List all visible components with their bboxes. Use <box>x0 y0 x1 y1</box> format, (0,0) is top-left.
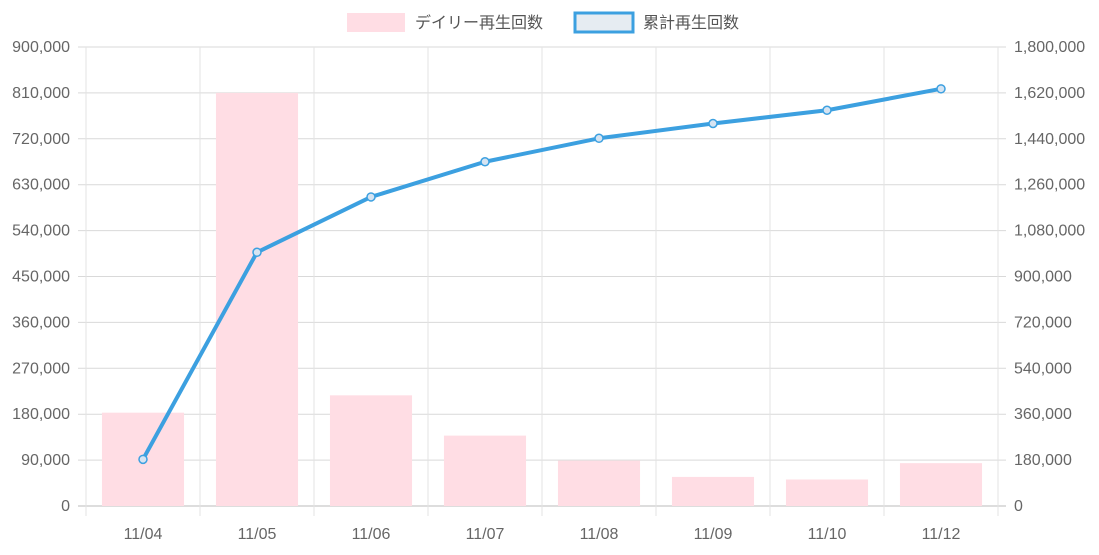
line-series <box>138 84 946 465</box>
x-tick-label: 11/12 <box>922 526 961 543</box>
legend-item-cumulative[interactable]: 累計再生回数 <box>573 11 739 34</box>
point-11/06[interactable] <box>366 192 376 202</box>
x-tick-label: 11/07 <box>466 526 505 543</box>
point-11/09[interactable] <box>708 118 718 129</box>
y-right-tick-label: 1,800,000 <box>1014 39 1085 56</box>
legend: デイリー再生回数 累計再生回数 <box>347 11 739 34</box>
y-left-tick-label: 270,000 <box>12 360 70 377</box>
y-right-tick-label: 360,000 <box>1014 406 1072 423</box>
x-tick-label: 11/08 <box>580 526 619 543</box>
y-left-tick-label: 900,000 <box>12 39 70 56</box>
y-left-tick-label: 180,000 <box>12 406 70 423</box>
y-left-tick-label: 630,000 <box>12 177 70 194</box>
x-tick-label: 11/05 <box>238 526 277 543</box>
bar-11/09[interactable] <box>671 476 755 506</box>
bar-series <box>101 92 983 507</box>
y-left-tick-label: 90,000 <box>21 452 70 469</box>
point-11/12[interactable] <box>936 84 946 94</box>
y-left-tick-label: 540,000 <box>12 223 70 240</box>
y-axis-left: 0 90,000 180,000 270,000 360,000 450,000 540,0… <box>12 39 70 515</box>
point-11/10[interactable] <box>822 105 832 115</box>
y-left-tick-label: 360,000 <box>12 314 70 331</box>
y-right-tick-label: 720,000 <box>1014 314 1072 331</box>
bar-11/06[interactable] <box>329 395 413 506</box>
bar-11/08[interactable] <box>557 460 641 506</box>
x-tick-label: 11/10 <box>808 526 847 543</box>
y-right-tick-label: 1,620,000 <box>1014 85 1085 102</box>
legend-swatch-daily <box>347 13 405 32</box>
x-tick-label: 11/04 <box>124 526 163 543</box>
y-left-tick-label: 450,000 <box>12 269 70 286</box>
y-right-tick-label: 0 <box>1014 498 1023 515</box>
point-11/08[interactable] <box>594 133 604 144</box>
y-axis-right: 0 180,000 360,000 540,000 720,000 900,000 1,08… <box>1014 39 1085 515</box>
y-right-tick-label: 1,260,000 <box>1014 177 1085 194</box>
legend-swatch-cumulative <box>573 11 635 34</box>
legend-item-daily[interactable]: デイリー再生回数 <box>347 13 543 32</box>
bar-11/07[interactable] <box>443 435 527 506</box>
y-left-tick-label: 720,000 <box>12 131 70 148</box>
bar-11/12[interactable] <box>899 463 983 506</box>
point-11/05[interactable] <box>252 247 262 258</box>
y-right-tick-label: 180,000 <box>1014 452 1072 469</box>
legend-label-cumulative: 累計再生回数 <box>643 14 739 32</box>
y-right-tick-label: 1,440,000 <box>1014 131 1085 148</box>
x-tick-label: 11/06 <box>352 526 391 543</box>
y-left-tick-label: 0 <box>61 498 70 515</box>
x-axis: 11/04 11/05 11/06 11/07 11/08 11/09 11/10 11/12 <box>124 526 961 543</box>
point-11/04[interactable] <box>138 454 148 465</box>
y-left-tick-label: 810,000 <box>12 85 70 102</box>
y-right-tick-label: 900,000 <box>1014 269 1072 286</box>
x-tick-label: 11/09 <box>694 526 733 543</box>
y-right-tick-label: 540,000 <box>1014 360 1072 377</box>
point-11/07[interactable] <box>480 157 490 167</box>
bar-11/05[interactable] <box>215 92 299 507</box>
bar-11/10[interactable] <box>785 479 869 506</box>
cumulative-line <box>141 86 942 461</box>
y-right-tick-label: 1,080,000 <box>1014 223 1085 240</box>
legend-label-daily: デイリー再生回数 <box>415 13 543 32</box>
